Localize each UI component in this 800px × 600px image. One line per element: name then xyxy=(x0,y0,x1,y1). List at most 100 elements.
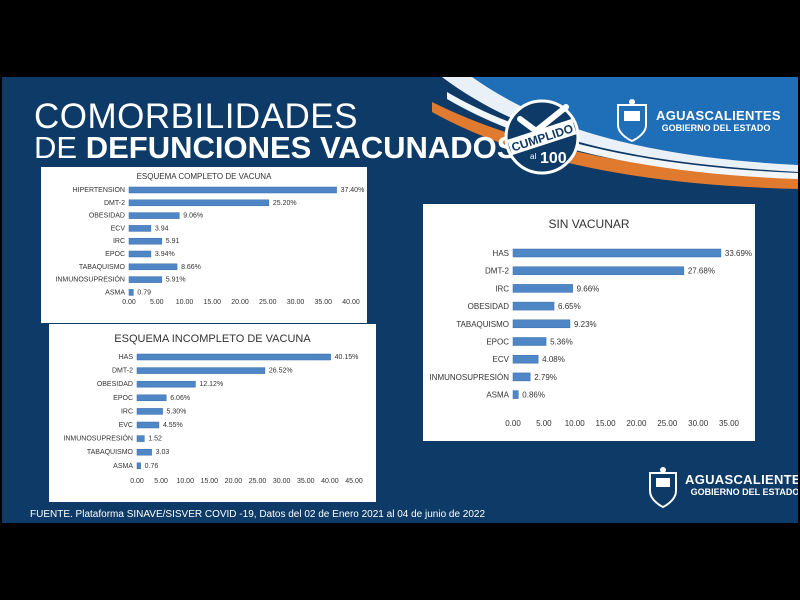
data-label: 6.65% xyxy=(558,302,581,311)
data-label: 33.69% xyxy=(725,249,752,258)
chart-svg-esquema-incompleto: ESQUEMA INCOMPLETO DE VACUNA HAS 40.15% DMT… xyxy=(63,333,363,485)
x-tick-label: 30.00 xyxy=(273,478,291,485)
data-label: 3.94 xyxy=(155,225,169,232)
data-label: 4.55% xyxy=(163,422,183,429)
data-label: 5.36% xyxy=(550,338,573,347)
category-label: ECV xyxy=(493,355,510,364)
data-label: 1.52 xyxy=(148,436,162,443)
x-tick-label: 25.00 xyxy=(249,478,267,485)
category-label: TABAQUISMO xyxy=(79,264,126,271)
data-label: 37.40% xyxy=(341,187,365,194)
chart-svg-esquema-completo: ESQUEMA COMPLETO DE VACUNA HIPERTENSION 37… xyxy=(55,172,365,306)
bar xyxy=(128,263,178,271)
category-label: EVC xyxy=(119,422,133,429)
bar xyxy=(128,199,270,207)
page-title-line1: COMORBILIDADES xyxy=(34,97,358,136)
bar xyxy=(136,435,145,442)
x-tick-label: 0.00 xyxy=(130,478,144,485)
category-label: ASMA xyxy=(105,289,125,296)
chart-sin-vacunar: SIN VACUNAR HAS 33.69% DMT-2 27.68% IRC 9.66% O… xyxy=(423,204,755,441)
category-label: IRC xyxy=(495,284,509,293)
data-label: 6.06% xyxy=(170,395,190,402)
bar xyxy=(512,284,573,293)
category-label: TABAQUISMO xyxy=(456,320,509,329)
bar xyxy=(128,212,180,219)
bar xyxy=(512,301,555,311)
data-label: 9.23% xyxy=(574,320,597,329)
bar xyxy=(128,186,337,194)
bar xyxy=(128,250,152,258)
chart-title: ESQUEMA INCOMPLETO DE VACUNA xyxy=(114,333,311,345)
x-tick-label: 30.00 xyxy=(688,419,709,428)
data-label: 8.66% xyxy=(181,264,201,271)
x-tick-label: 30.00 xyxy=(287,299,305,306)
category-label: HIPERTENSION xyxy=(73,187,125,194)
data-label: 5.91 xyxy=(166,238,180,245)
category-label: OBESIDAD xyxy=(468,302,510,311)
bar xyxy=(128,276,163,283)
title-prefix: DE xyxy=(34,130,78,165)
bar xyxy=(136,421,160,429)
cumplido-badge: CUMPLIDO al 100 xyxy=(504,99,580,175)
bar xyxy=(512,354,539,364)
x-tick-label: 0.00 xyxy=(122,299,136,306)
x-tick-label: 10.00 xyxy=(176,299,194,306)
x-tick-label: 5.00 xyxy=(150,299,164,306)
data-label: 0.76 xyxy=(145,463,159,470)
bar xyxy=(136,394,167,402)
data-label: 4.08% xyxy=(542,355,565,364)
badge-prefix: al xyxy=(530,152,536,161)
x-tick-label: 25.00 xyxy=(657,419,678,428)
category-label: IRC xyxy=(113,238,125,245)
x-tick-label: 35.00 xyxy=(719,419,740,428)
x-tick-label: 0.00 xyxy=(505,419,521,428)
category-label: ECV xyxy=(111,225,126,232)
bar xyxy=(512,337,547,346)
bar xyxy=(128,225,152,232)
category-label: HAS xyxy=(493,249,509,258)
coat-of-arms-icon xyxy=(617,99,647,143)
data-label: 27.68% xyxy=(688,267,715,276)
x-tick-label: 25.00 xyxy=(259,299,277,306)
category-label: EPOC xyxy=(105,251,125,258)
x-tick-label: 10.00 xyxy=(565,419,586,428)
brand-name: AGUASCALIENTES xyxy=(685,472,798,487)
slide: COMORBILIDADES DE DEFUNCIONES VACUNADOS … xyxy=(2,77,798,523)
x-tick-label: 35.00 xyxy=(297,478,315,485)
x-tick-label: 15.00 xyxy=(596,419,617,428)
bar xyxy=(128,237,163,245)
x-tick-label: 40.00 xyxy=(342,299,360,306)
data-label: 9.66% xyxy=(577,284,600,293)
bar xyxy=(136,462,141,470)
data-label: 0.86% xyxy=(522,391,545,400)
x-tick-label: 40.00 xyxy=(321,478,339,485)
category-label: INMUNOSUPRESIÓN xyxy=(63,434,133,443)
category-label: ASMA xyxy=(486,391,509,400)
coat-of-arms-icon xyxy=(649,467,677,509)
chart-title: ESQUEMA COMPLETO DE VACUNA xyxy=(137,172,273,181)
chart-title: SIN VACUNAR xyxy=(548,217,629,231)
category-label: TABAQUISMO xyxy=(87,449,134,456)
data-label: 9.06% xyxy=(183,213,203,220)
data-label: 26.52% xyxy=(269,368,293,375)
brand-name: AGUASCALIENTES xyxy=(656,108,781,123)
title-main: DEFUNCIONES VACUNADOS xyxy=(85,130,518,165)
bar xyxy=(136,408,163,415)
brand-subtitle: GOBIERNO DEL ESTADO xyxy=(690,487,798,497)
category-label: EPOC xyxy=(113,395,133,402)
bar xyxy=(136,380,196,388)
bar xyxy=(512,390,519,399)
data-label: 5.30% xyxy=(167,408,187,415)
bar xyxy=(136,448,152,456)
category-label: ASMA xyxy=(113,463,133,470)
bar xyxy=(128,289,134,296)
category-label: DMT-2 xyxy=(485,267,510,276)
bar xyxy=(512,319,571,329)
chart-svg-sin-vacunar: SIN VACUNAR HAS 33.69% DMT-2 27.68% IRC 9.66% O… xyxy=(429,217,752,428)
category-label: INMUNOSUPRESIÓN xyxy=(429,373,509,382)
category-label: IRC xyxy=(121,408,133,415)
data-label: 3.03 xyxy=(156,449,170,456)
data-label: 12.12% xyxy=(199,381,223,388)
chart-esquema-completo: ESQUEMA COMPLETO DE VACUNA HIPERTENSION 37… xyxy=(41,167,367,323)
x-tick-label: 45.00 xyxy=(345,478,363,485)
